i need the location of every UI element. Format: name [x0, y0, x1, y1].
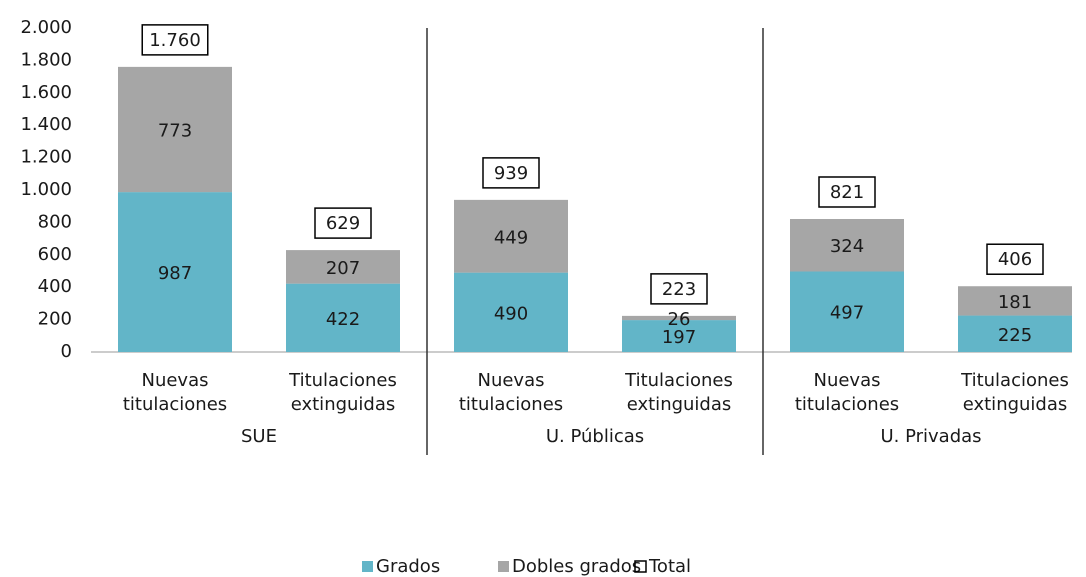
data-label: 197 — [662, 327, 696, 348]
y-tick-label: 1.200 — [20, 147, 72, 168]
data-label: 449 — [494, 227, 528, 248]
group-label: U. Privadas — [880, 426, 981, 447]
data-label: 26 — [668, 309, 691, 330]
y-tick-label: 2.000 — [20, 17, 72, 38]
y-tick-label: 200 — [38, 309, 72, 330]
x-tick-label: titulaciones — [123, 394, 227, 415]
x-tick-label: Titulaciones — [288, 370, 397, 391]
total-box — [141, 24, 209, 56]
total-label: 223 — [662, 279, 696, 300]
data-label: 181 — [998, 292, 1032, 313]
total-box — [818, 176, 876, 208]
bar-segment — [454, 272, 568, 352]
data-label: 207 — [326, 258, 360, 279]
total-box — [986, 243, 1044, 275]
y-tick-label: 800 — [38, 211, 72, 232]
data-label: 225 — [998, 325, 1032, 346]
total-box — [314, 207, 372, 239]
x-tick-label: Nuevas — [141, 370, 208, 391]
data-label: 773 — [158, 120, 192, 141]
total-label: 629 — [326, 213, 360, 234]
bar-segment — [286, 250, 400, 284]
data-label: 324 — [830, 236, 864, 257]
total-label: 406 — [998, 249, 1032, 270]
group-label: U. Públicas — [546, 426, 644, 447]
x-tick-label: Nuevas — [813, 370, 880, 391]
bar-segment — [790, 218, 904, 272]
legend-swatch — [634, 560, 647, 573]
y-tick-label: 1.400 — [20, 114, 72, 135]
total-box — [482, 157, 540, 189]
data-label: 987 — [158, 263, 192, 284]
y-tick-label: 1.800 — [20, 49, 72, 70]
legend-label: Total — [648, 556, 691, 577]
legend-swatch — [362, 561, 373, 572]
legend-swatch — [498, 561, 509, 572]
total-label: 939 — [494, 163, 528, 184]
bar-segment — [118, 192, 232, 352]
y-tick-label: 600 — [38, 244, 72, 265]
total-box — [650, 273, 708, 305]
legend-label: Grados — [376, 556, 440, 577]
x-tick-label: Nuevas — [477, 370, 544, 391]
x-tick-label: extinguidas — [291, 394, 396, 415]
y-tick-label: 0 — [61, 341, 72, 362]
x-tick-label: titulaciones — [459, 394, 563, 415]
total-label: 1.760 — [149, 30, 201, 51]
group-label: SUE — [241, 426, 277, 447]
y-tick-label: 1.600 — [20, 82, 72, 103]
bar-segment — [958, 286, 1072, 316]
data-label: 497 — [830, 303, 864, 324]
x-tick-label: extinguidas — [627, 394, 732, 415]
total-label: 821 — [830, 182, 864, 203]
y-tick-label: 1.000 — [20, 179, 72, 200]
x-tick-label: Titulaciones — [960, 370, 1069, 391]
bar-segment — [958, 315, 1072, 352]
y-tick-label: 400 — [38, 276, 72, 297]
data-label: 422 — [326, 309, 360, 330]
data-label: 490 — [494, 303, 528, 324]
bar-segment — [622, 320, 736, 352]
bar-segment — [286, 283, 400, 352]
bar-segment — [790, 271, 904, 352]
legend-label: Dobles grados — [512, 556, 641, 577]
x-tick-label: extinguidas — [963, 394, 1068, 415]
bar-segment — [622, 315, 736, 321]
bar-segment — [454, 199, 568, 273]
x-tick-label: Titulaciones — [624, 370, 733, 391]
x-tick-label: titulaciones — [795, 394, 899, 415]
bar-segment — [118, 66, 232, 193]
